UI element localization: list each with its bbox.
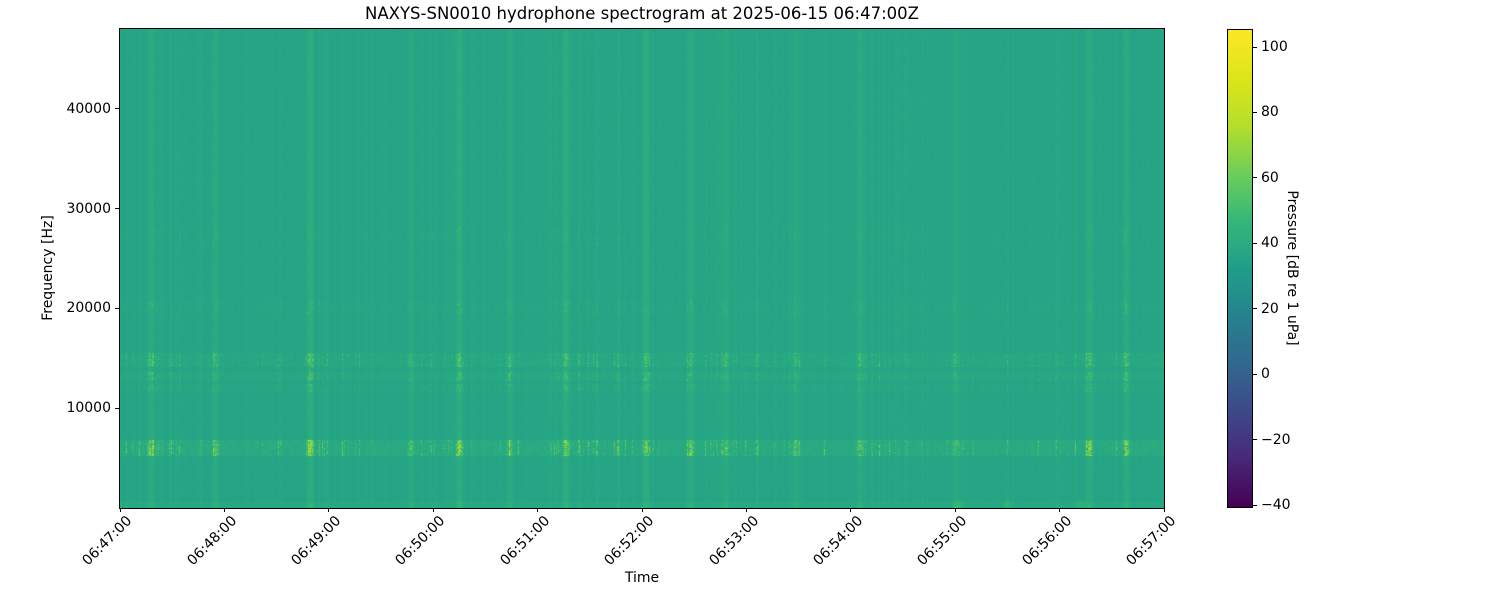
y-tick-mark — [115, 307, 119, 309]
colorbar-tick-label: 100 — [1261, 39, 1288, 55]
colorbar — [1227, 29, 1253, 508]
x-tick-mark — [850, 508, 852, 512]
colorbar-tick-mark — [1253, 242, 1257, 244]
x-tick-label: 06:53:00 — [705, 513, 762, 569]
x-tick-label: 06:48:00 — [183, 513, 240, 569]
y-tick-label: 20000 — [66, 300, 111, 317]
colorbar-tick-mark — [1253, 111, 1257, 113]
colorbar-tick-label: −20 — [1261, 431, 1291, 448]
y-tick-mark — [115, 407, 119, 409]
y-tick-mark — [115, 208, 119, 210]
x-tick-mark — [1163, 508, 1165, 512]
x-tick-mark — [119, 508, 121, 512]
x-axis-label: Time — [624, 570, 660, 586]
x-tick-mark — [328, 508, 330, 512]
colorbar-tick-mark — [1253, 308, 1257, 310]
colorbar-tick-mark — [1253, 373, 1257, 375]
figure-title: NAXYS-SN0010 hydrophone spectrogram at 2… — [365, 4, 919, 23]
spectrogram-heatmap — [120, 29, 1164, 508]
x-tick-label: 06:55:00 — [914, 513, 971, 569]
x-tick-mark — [954, 508, 956, 512]
colorbar-tick-label: 20 — [1261, 300, 1279, 317]
x-tick-mark — [745, 508, 747, 512]
colorbar-tick-mark — [1253, 177, 1257, 179]
colorbar-tick-mark — [1253, 504, 1257, 506]
colorbar-tick-label: 60 — [1261, 169, 1279, 186]
x-tick-mark — [432, 508, 434, 512]
y-tick-mark — [115, 108, 119, 110]
colorbar-tick-label: 80 — [1261, 104, 1279, 121]
colorbar-tick-label: −40 — [1261, 497, 1291, 514]
x-tick-label: 06:51:00 — [497, 513, 553, 569]
x-tick-label: 06:50:00 — [392, 513, 449, 569]
x-tick-mark — [537, 508, 539, 512]
y-tick-label: 30000 — [66, 200, 111, 217]
x-tick-label: 06:52:00 — [601, 513, 658, 569]
colorbar-tick-label: 40 — [1261, 235, 1279, 252]
colorbar-tick-mark — [1253, 439, 1257, 441]
y-tick-label: 10000 — [66, 400, 111, 417]
colorbar-label: Pressure [dB re 1 uPa] — [1284, 190, 1300, 346]
x-tick-label: 06:56:00 — [1019, 513, 1075, 569]
x-tick-mark — [641, 508, 643, 512]
x-tick-mark — [223, 508, 225, 512]
colorbar-tick-label: 0 — [1261, 366, 1270, 383]
x-tick-mark — [1059, 508, 1061, 512]
colorbar-tick-mark — [1253, 46, 1257, 48]
x-tick-label: 06:49:00 — [288, 513, 345, 569]
x-tick-label: 06:47:00 — [79, 513, 136, 569]
plot-area — [119, 28, 1165, 509]
x-tick-label: 06:54:00 — [810, 513, 867, 569]
y-tick-label: 40000 — [66, 100, 111, 117]
colorbar-gradient — [1228, 30, 1252, 507]
x-tick-label: 06:57:00 — [1123, 513, 1180, 569]
